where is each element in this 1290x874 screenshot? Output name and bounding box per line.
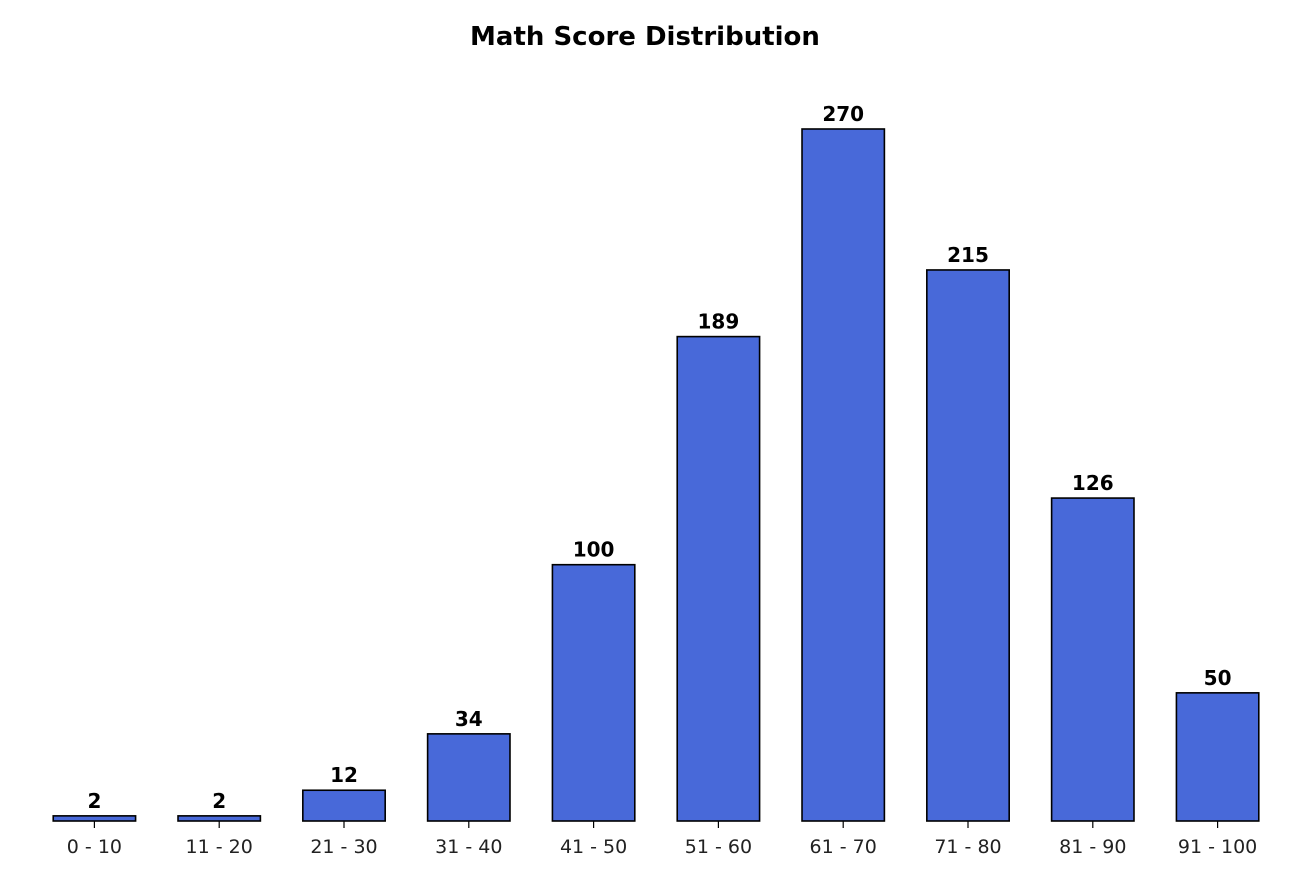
bar-value-label-4: 34	[455, 707, 483, 731]
bar-1	[52, 815, 137, 822]
bar-value-label-10: 50	[1204, 666, 1232, 690]
bar-value-label-3: 12	[330, 763, 358, 787]
x-tick-label-3: 21 - 30	[310, 836, 377, 858]
x-tick-label-8: 71 - 80	[934, 836, 1001, 858]
x-tick-label-10: 91 - 100	[1178, 836, 1257, 858]
chart-title: Math Score Distribution	[470, 22, 820, 52]
bar-7	[801, 128, 886, 822]
x-tick-label-4: 31 - 40	[435, 836, 502, 858]
bar-value-label-6: 189	[698, 310, 740, 334]
bar-value-label-7: 270	[822, 102, 864, 126]
x-tick-label-6: 51 - 60	[685, 836, 752, 858]
bar-value-label-5: 100	[573, 538, 615, 562]
bar-value-label-9: 126	[1072, 471, 1114, 495]
bar-5	[551, 563, 636, 822]
x-tick-label-9: 81 - 90	[1059, 836, 1126, 858]
value-labels-layer: 2 2 12 34 100 189 270 215 126 50	[87, 102, 1231, 813]
bar-3	[302, 789, 386, 822]
bar-6	[676, 335, 761, 822]
x-tick-label-2: 11 - 20	[186, 836, 253, 858]
x-axis: 0 - 10 11 - 20 21 - 30 31 - 40 41 - 50 51 - 6…	[67, 821, 1257, 858]
bars-layer	[52, 128, 1260, 822]
bar-4	[426, 733, 511, 822]
x-tick-label-7: 61 - 70	[810, 836, 877, 858]
bar-value-label-2: 2	[212, 789, 226, 813]
bar-2	[177, 815, 262, 822]
bar-value-label-8: 215	[947, 243, 989, 267]
bar-8	[926, 269, 1010, 822]
x-tick-label-1: 0 - 10	[67, 836, 122, 858]
bar-value-label-1: 2	[87, 789, 101, 813]
x-tick-label-5: 41 - 50	[560, 836, 627, 858]
bar-10	[1175, 692, 1260, 822]
bar-9	[1050, 497, 1135, 822]
